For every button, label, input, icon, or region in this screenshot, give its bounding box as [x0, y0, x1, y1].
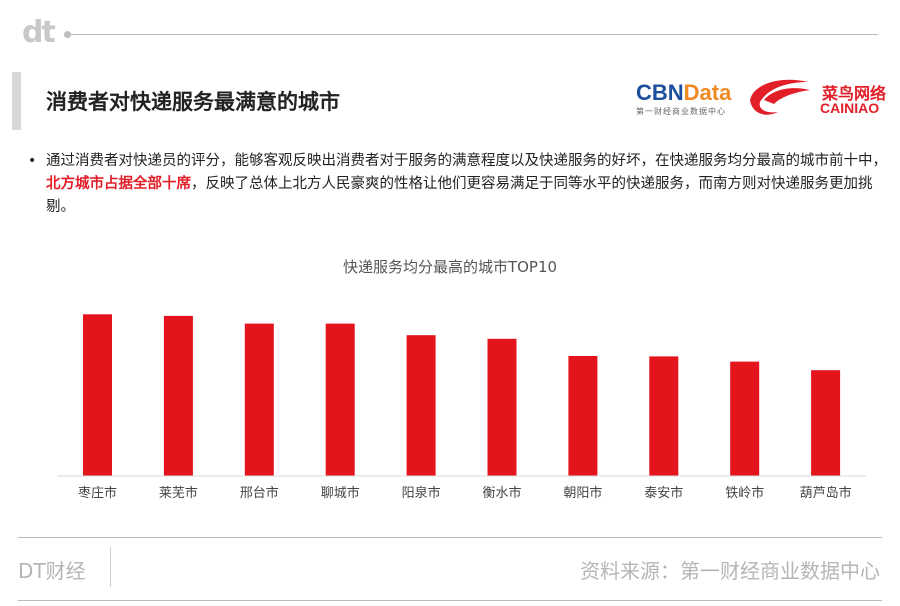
x-tick-label-8: 泰安市 [644, 485, 683, 501]
bar-7 [568, 356, 598, 476]
cbn-logo-part1: CBN [636, 80, 684, 105]
footer-source: 资料来源：第一财经商业数据中心 [580, 559, 880, 583]
bar-chart: 快递服务均分最高的城市TOP10 枣庄市 莱芜市 邢台市 聊城市 阳泉市 衡水市 朝阳市 泰安… [57, 258, 866, 501]
description-text-after: ，反映了总体上北方人民豪爽的性格让他们更容易满足于同等水平的快递服务，而南方则对… [46, 176, 873, 215]
bar-9 [730, 361, 760, 476]
cainiao-bird-icon [750, 79, 810, 115]
cainiao-logo-en: CAINIAO [820, 100, 880, 116]
footer-brand: DT财经 [18, 559, 86, 583]
title-accent-bar [12, 72, 21, 130]
header-rule-dot [64, 31, 71, 38]
footer-rule-bottom [18, 600, 882, 601]
bar-2 [163, 315, 193, 476]
bar-6 [487, 338, 517, 476]
cbn-logo-part2: Data [683, 80, 732, 105]
bar-3 [244, 323, 274, 476]
description-paragraph: 通过消费者对快递员的评分，能够客观反映出消费者对于服务的满意程度以及快递服务的好… [46, 150, 892, 219]
dt-logo: dt [22, 15, 56, 50]
cbn-logo-subtitle: 第一财经商业数据中心 [636, 107, 726, 116]
cainiao-logo-cn: 菜鸟网络 [822, 84, 887, 103]
bar-10 [811, 370, 841, 476]
x-tick-label-3: 邢台市 [240, 485, 279, 501]
description-highlight: 北方城市占据全部十席 [46, 176, 191, 192]
x-tick-label-1: 枣庄市 [78, 485, 117, 501]
bar-5 [406, 335, 436, 476]
x-tick-label-5: 阳泉市 [402, 485, 441, 501]
footer-rule-top [18, 537, 882, 538]
x-tick-label-9: 铁岭市 [725, 485, 764, 501]
x-tick-label-2: 莱芜市 [159, 485, 198, 501]
bullet-marker: • [28, 153, 37, 169]
chart-title: 快递服务均分最高的城市TOP10 [343, 258, 557, 276]
x-tick-label-4: 聊城市 [321, 485, 360, 501]
cbndata-logo: CBNData 第一财经商业数据中心 [636, 82, 748, 117]
bar-1 [83, 314, 112, 476]
x-tick-label-6: 衡水市 [482, 485, 521, 501]
x-tick-label-7: 朝阳市 [563, 485, 602, 501]
footer-divider [110, 547, 111, 587]
header-rule [70, 34, 878, 35]
x-tick-label-10: 葫芦岛市 [800, 485, 852, 501]
bar-4 [325, 323, 355, 476]
page-title: 消费者对快递服务最满意的城市 [46, 90, 340, 114]
bar-8 [649, 356, 679, 476]
description-text-before: 通过消费者对快递员的评分，能够客观反映出消费者对于服务的满意程度以及快递服务的好… [46, 153, 887, 169]
